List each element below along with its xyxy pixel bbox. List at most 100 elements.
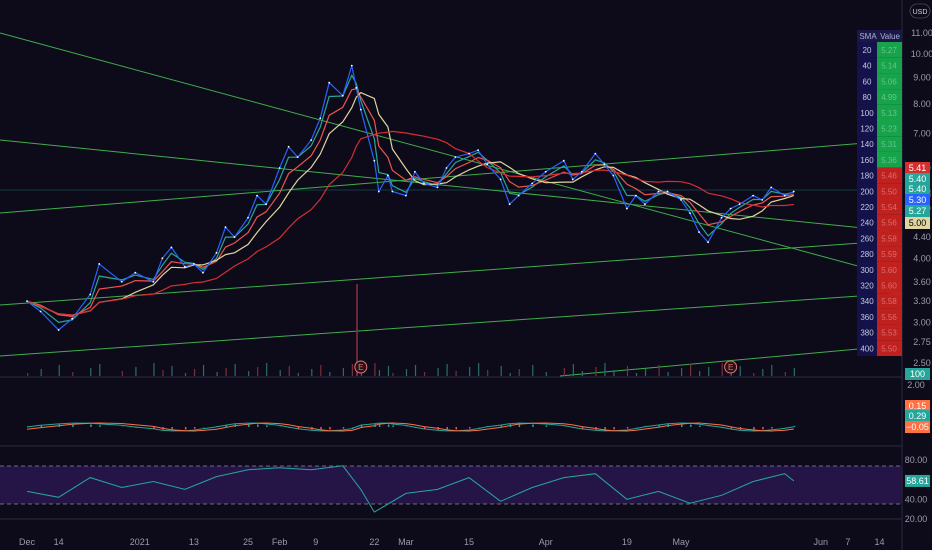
- sma-value: 5.58: [881, 297, 897, 306]
- price-badge-label: 5.00: [909, 218, 927, 228]
- price-point: [233, 236, 236, 238]
- volume-bar: [216, 372, 218, 376]
- price-badge: 5.30: [905, 194, 930, 206]
- sma-period: 140: [860, 140, 874, 149]
- volume-bar: [311, 369, 313, 376]
- sma-period: 260: [860, 234, 874, 243]
- rsi-axis: 80.00 40.00 20.00: [905, 455, 928, 524]
- price-axis-label: 2.50: [913, 358, 931, 368]
- sma-table-cell: [877, 199, 902, 215]
- macd-histogram-bar: [356, 426, 358, 427]
- macd-histogram-bar: [40, 424, 43, 427]
- date-axis-label: 19: [622, 537, 632, 547]
- volume-bar: [658, 365, 660, 376]
- sma-table-cell: [877, 324, 902, 341]
- date-axis-label: Jun: [814, 537, 829, 547]
- price-axis-label: 9.00: [913, 73, 931, 83]
- sma-table-cell: [877, 293, 902, 309]
- sma-table-cell: [877, 214, 902, 231]
- macd-histogram-bar: [690, 424, 692, 427]
- price-point: [355, 86, 358, 89]
- volume-bar: [378, 370, 381, 376]
- trendline-support[interactable]: [0, 292, 903, 357]
- volume-bar: [288, 366, 290, 376]
- price-badge: 5.40: [905, 183, 930, 195]
- price-point: [562, 159, 565, 162]
- trendline-upper-down[interactable]: [0, 32, 903, 279]
- price-point: [517, 194, 520, 197]
- price-point: [57, 329, 60, 331]
- earnings-marker-label: E: [358, 363, 363, 372]
- date-axis-label: Apr: [539, 537, 553, 547]
- macd-histogram-bar: [644, 425, 647, 427]
- earnings-marker[interactable]: E: [354, 360, 368, 374]
- macd-histogram-bar: [595, 427, 597, 430]
- volume-bar: [581, 371, 583, 376]
- sma-value: 4.99: [881, 93, 897, 102]
- macd-histogram-bar: [58, 424, 61, 427]
- price-point: [296, 156, 299, 159]
- macd-histogram-bar: [387, 424, 390, 427]
- price-point: [644, 203, 646, 206]
- price-point: [477, 149, 479, 152]
- volume-bar: [572, 364, 574, 376]
- date-axis-label: 9: [313, 537, 318, 547]
- macd-histogram-bar: [658, 424, 660, 427]
- sma-table-cell: [857, 89, 877, 105]
- price-point: [256, 194, 258, 197]
- volume-bar: [545, 372, 547, 376]
- sma-table-cell: [877, 277, 902, 294]
- volume-bar: [626, 366, 629, 376]
- macd-histogram-bar: [257, 424, 259, 427]
- sma-table-cell: [857, 246, 877, 262]
- date-axis[interactable]: Dec 14 2021 13 25 Feb 9 22 Mar 15 Apr 19 May Jun 7 14: [19, 537, 884, 547]
- trendline-bottom[interactable]: [559, 344, 903, 377]
- volume-bar: [248, 371, 250, 376]
- sma-table-cell: [877, 120, 902, 137]
- price-point: [423, 182, 425, 185]
- sma-period: 80: [863, 93, 872, 102]
- macd-histogram-bar: [739, 427, 742, 430]
- price-point: [71, 317, 74, 320]
- price-badge-label: 5.41: [909, 163, 927, 173]
- date-axis-label: 14: [874, 537, 884, 547]
- volume-bar: [699, 371, 701, 376]
- volume-spike-bar: [356, 284, 358, 376]
- price-point: [445, 167, 448, 169]
- sma-table-cell: [857, 120, 877, 137]
- trendline-mid-up[interactable]: [0, 139, 903, 214]
- sma-period: 20: [863, 46, 872, 55]
- rsi-axis-label: 20.00: [905, 514, 928, 524]
- currency-button[interactable]: USD: [909, 3, 931, 19]
- macd-badge-label: 0.15: [909, 401, 927, 411]
- price-point: [635, 194, 637, 197]
- sma-period: 220: [860, 203, 874, 212]
- macd-line: [27, 422, 794, 432]
- volume-bar: [739, 366, 741, 376]
- sma-value: 5.54: [881, 203, 897, 212]
- date-axis-label: 25: [243, 537, 253, 547]
- price-point: [414, 170, 416, 173]
- price-badge-label: 5.40: [909, 184, 927, 194]
- price-axis-label: 4.40: [913, 232, 931, 242]
- rsi-line[interactable]: [27, 465, 795, 513]
- sma-value: 5.13: [881, 109, 897, 118]
- volume-bar: [595, 367, 597, 376]
- sma-table-header: SMA: [859, 32, 877, 41]
- sma-table-cell: [857, 199, 877, 215]
- macd-histogram-bar: [613, 427, 615, 430]
- macd-badge: 0.29: [905, 410, 930, 422]
- earnings-marker[interactable]: E: [724, 360, 738, 374]
- volume-bar: [257, 367, 259, 376]
- price-point: [720, 216, 723, 219]
- volume-bar: [708, 367, 710, 376]
- sma-table-cell: [877, 151, 902, 168]
- volume-bar: [153, 363, 155, 376]
- price-point: [328, 81, 331, 84]
- macd-histogram-bar: [469, 427, 471, 429]
- price-point: [89, 293, 92, 296]
- price-point: [625, 207, 628, 210]
- price-point: [405, 194, 407, 197]
